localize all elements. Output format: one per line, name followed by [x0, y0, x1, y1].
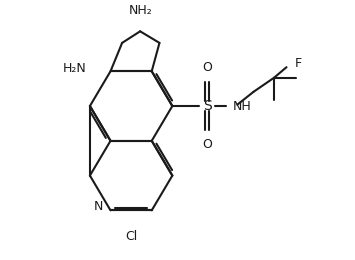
Text: O: O	[202, 138, 212, 151]
Text: Cl: Cl	[125, 230, 137, 243]
Text: H₂N: H₂N	[63, 62, 87, 75]
Text: F: F	[295, 57, 302, 70]
Text: NH₂: NH₂	[128, 4, 152, 17]
Text: S: S	[203, 99, 212, 113]
Text: N: N	[93, 200, 103, 213]
Text: O: O	[202, 61, 212, 74]
Text: NH: NH	[233, 100, 252, 113]
